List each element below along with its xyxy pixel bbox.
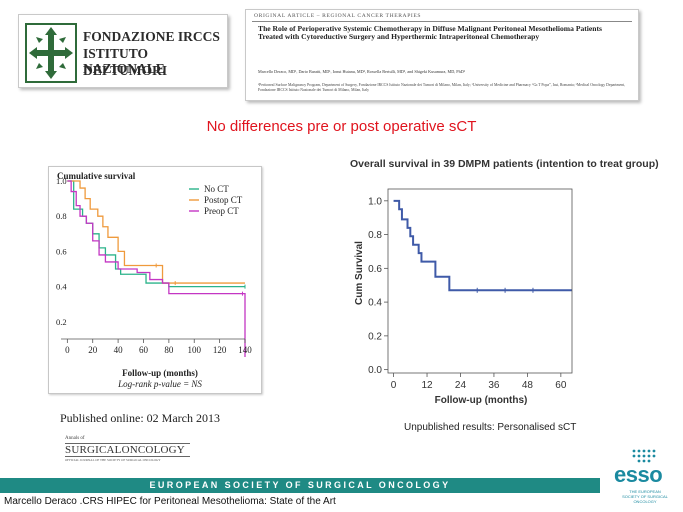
left-y-tick-label: 0.6 bbox=[56, 246, 67, 256]
left-x-tick-label: 140 bbox=[238, 345, 252, 355]
dots-icon bbox=[632, 449, 656, 463]
right-x-tick-label: 24 bbox=[455, 380, 467, 391]
left-x-tick-label: 20 bbox=[88, 345, 98, 355]
right-x-tick-label: 60 bbox=[555, 380, 567, 391]
left-logrank-note: Log-rank p-value = NS bbox=[117, 379, 202, 389]
left-x-tick-label: 60 bbox=[139, 345, 149, 355]
left-x-axis-label: Follow-up (months) bbox=[122, 368, 198, 378]
cross-arrows-icon bbox=[25, 23, 77, 83]
left-y-tick-label: 0.2 bbox=[56, 317, 67, 327]
left-x-tick-label: 40 bbox=[114, 345, 124, 355]
left-y-tick-label: 1.0 bbox=[56, 176, 67, 186]
left-y-tick-label: 0.8 bbox=[56, 211, 67, 221]
legend-label-postop-ct: Postop CT bbox=[204, 195, 243, 205]
right-x-tick-label: 48 bbox=[522, 380, 534, 391]
right-chart-title: Overall survival in 39 DMPM patients (in… bbox=[350, 158, 659, 170]
published-date: Published online: 02 March 2013 bbox=[60, 411, 220, 425]
left-series-postop-ct bbox=[67, 180, 245, 284]
left-x-tick-label: 80 bbox=[164, 345, 174, 355]
right-x-tick-label: 36 bbox=[488, 380, 500, 391]
institute-logo: FONDAZIONE IRCCS ISTITUTO NAZIONALE DEI … bbox=[18, 14, 228, 88]
right-x-tick-label: 12 bbox=[421, 380, 433, 391]
left-y-tick-label: 0.4 bbox=[56, 282, 67, 292]
legend-label-preop-ct: Preop CT bbox=[204, 206, 239, 216]
article-snippet: ORIGINAL ARTICLE – REGIONAL CANCER THERA… bbox=[245, 9, 639, 101]
logo-line-2: ISTITUTO NAZIONALE bbox=[83, 46, 165, 76]
right-y-tick-label: 0.2 bbox=[368, 331, 382, 342]
right-survival-chart: 0 12 24 36 48 60 0.0 0.2 0.4 0.6 0.8 1.0 Cum Surviv… bbox=[354, 188, 573, 406]
divider bbox=[252, 21, 632, 22]
article-title: The Role of Perioperative Systemic Chemo… bbox=[258, 24, 602, 42]
society-band: EUROPEAN SOCIETY OF SURGICAL ONCOLOGY bbox=[0, 478, 600, 493]
right-y-tick-label: 0.8 bbox=[368, 230, 382, 241]
left-series-preop-ct bbox=[67, 180, 246, 357]
left-x-tick-label: 100 bbox=[187, 345, 201, 355]
esso-wordmark: esso bbox=[614, 462, 663, 487]
logo-line-1: FONDAZIONE IRCCS bbox=[83, 29, 220, 44]
logo-line-3: DEI TUMORI bbox=[83, 63, 168, 78]
left-chart-frame: Cumulative survival 0 20 40 60 80 100 120 140 0.… bbox=[48, 166, 262, 394]
right-series-overall-survival bbox=[393, 199, 572, 292]
right-y-tick-label: 1.0 bbox=[368, 196, 382, 207]
left-x-tick-label: 0 bbox=[65, 345, 70, 355]
slide-subtitle: No differences pre or post operative sCT bbox=[206, 118, 477, 135]
left-x-tick-label: 120 bbox=[213, 345, 227, 355]
footer-caption: Marcello Deraco .CRS HIPEC for Peritonea… bbox=[4, 496, 336, 507]
right-x-tick-label: 0 bbox=[391, 380, 397, 391]
journal-logo: Annals of SURGICALONCOLOGY OFFICIAL JOUR… bbox=[65, 436, 190, 466]
journal-name: SURGICALONCOLOGY bbox=[65, 443, 190, 457]
article-authors: Marcello Deraco, MD¹, Dario Baratti, MD¹… bbox=[258, 69, 466, 74]
right-y-tick-label: 0.6 bbox=[368, 264, 382, 275]
legend-label-no-ct: No CT bbox=[204, 184, 229, 194]
unpublished-note: Unpublished results: Personalised sCT bbox=[404, 422, 577, 433]
article-header: ORIGINAL ARTICLE – REGIONAL CANCER THERA… bbox=[254, 13, 422, 19]
article-affiliations: ¹Peritoneal Surface Malignancy Program, … bbox=[258, 83, 626, 92]
right-y-tick-label: 0.4 bbox=[368, 298, 382, 309]
journal-annals: Annals of bbox=[65, 436, 85, 441]
esso-logo: esso THE EUROPEAN SOCIETY OF SURGICAL ON… bbox=[612, 449, 678, 510]
right-y-axis-label: Cum Survival bbox=[354, 241, 365, 305]
left-series-no-ct bbox=[67, 180, 245, 288]
right-y-tick-label: 0.0 bbox=[368, 365, 382, 376]
left-chart-title: Cumulative survival bbox=[57, 171, 136, 181]
left-legend: No CT Postop CT Preop CT bbox=[189, 184, 243, 216]
left-survival-chart: Cumulative survival 0 20 40 60 80 100 120 140 0.… bbox=[56, 171, 252, 389]
right-plot-frame bbox=[387, 188, 573, 374]
journal-tagline: OFFICIAL JOURNAL OF THE SOCIETY OF SURGI… bbox=[65, 458, 161, 462]
right-x-axis-label: Follow-up (months) bbox=[435, 395, 528, 406]
esso-tagline: THE EUROPEAN SOCIETY OF SURGICAL ONCOLOG… bbox=[622, 489, 668, 504]
